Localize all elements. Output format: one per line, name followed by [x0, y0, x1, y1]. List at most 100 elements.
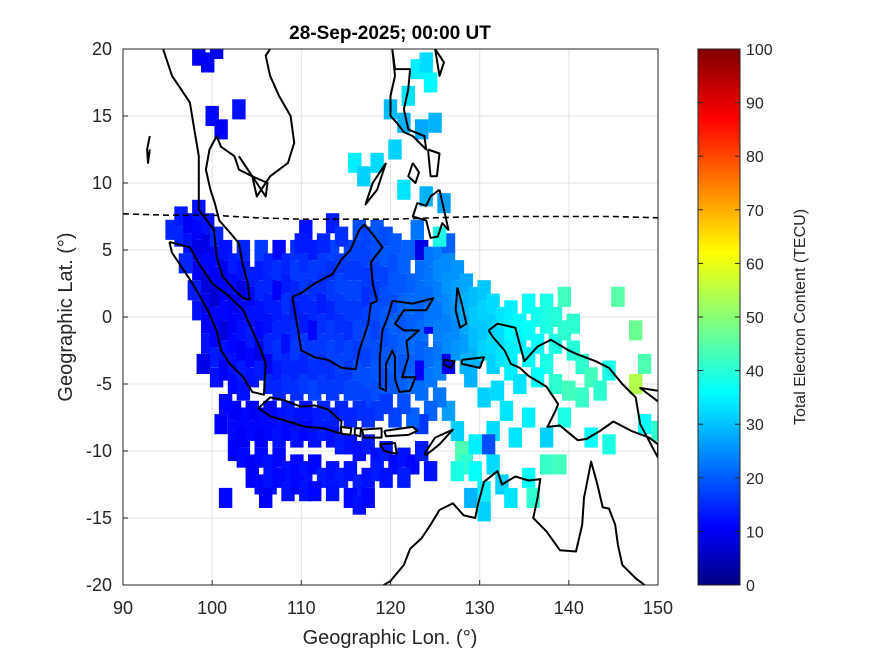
coastline — [361, 427, 383, 439]
tec-cell — [548, 374, 563, 395]
y-tick-label: 0 — [102, 307, 112, 327]
x-axis-label: Geographic Lon. (°) — [303, 627, 478, 649]
tec-cell — [397, 179, 411, 200]
tec-cell — [423, 72, 438, 93]
tec-cell — [370, 152, 384, 173]
coastline — [383, 425, 419, 438]
tec-cell — [584, 427, 598, 448]
coastline — [168, 241, 267, 396]
tec-cell — [513, 374, 527, 395]
x-axis-ticks: 90 100 110 120 130 140 150 — [113, 580, 673, 618]
tec-cell — [401, 239, 415, 260]
coastline — [411, 188, 450, 239]
coastline — [353, 427, 363, 438]
coastline — [407, 162, 420, 184]
coastline — [162, 49, 296, 301]
coastline — [423, 428, 454, 456]
y-tick-label: 5 — [102, 240, 112, 260]
tec-cell — [629, 320, 643, 341]
tec-cell — [334, 226, 349, 247]
tec-cell — [539, 454, 554, 475]
x-tick-label: 90 — [113, 598, 133, 618]
tec-cell — [477, 501, 491, 522]
chart-title: 28-Sep-2025; 00:00 UT — [289, 23, 491, 44]
tec-cell — [602, 360, 616, 381]
colorbar — [697, 48, 741, 586]
coastline — [339, 425, 353, 436]
colorbar-tick-label: 50 — [746, 310, 764, 327]
x-tick-label: 140 — [554, 598, 584, 618]
tec-cell — [593, 380, 607, 401]
tec-cells — [165, 49, 658, 522]
tec-cell — [419, 186, 433, 207]
y-tick-label: -5 — [96, 374, 112, 394]
tec-cell — [397, 467, 411, 488]
tec-cell — [209, 49, 224, 59]
tec-cell — [316, 233, 331, 254]
y-tick-label: -15 — [86, 508, 112, 528]
x-tick-label: 150 — [643, 598, 673, 618]
coastline — [427, 148, 441, 178]
tec-cell — [415, 119, 429, 140]
tec-cell — [361, 487, 375, 508]
colorbar-tick-label: 80 — [746, 149, 764, 166]
coastline — [378, 297, 435, 393]
tec-cell — [379, 467, 393, 488]
tec-cell — [611, 286, 625, 307]
coastline — [434, 49, 445, 77]
y-axis-label: Geographic Lat. (°) — [55, 232, 77, 401]
coastline — [378, 442, 398, 455]
tec-cell — [294, 233, 308, 254]
x-tick-label: 100 — [197, 598, 227, 618]
colorbar-tick-label: 10 — [746, 524, 764, 541]
tec-cell — [388, 233, 402, 254]
y-tick-label: 15 — [92, 106, 112, 126]
tec-cell — [637, 414, 652, 435]
tec-cell — [232, 99, 246, 120]
x-tick-label: 110 — [287, 598, 316, 618]
tec-cell — [178, 253, 193, 274]
coastline — [238, 155, 269, 198]
colorbar-tick-label: 40 — [746, 364, 764, 381]
tec-cell — [575, 387, 589, 408]
tec-cell — [187, 280, 201, 301]
tec-cell — [557, 407, 572, 428]
coastline — [639, 387, 658, 403]
tec-cell — [468, 461, 482, 482]
tec-cell — [464, 487, 478, 508]
tec-cell — [214, 414, 228, 435]
y-tick-label: -10 — [86, 441, 112, 461]
tec-cell — [477, 387, 491, 408]
tec-cell — [259, 487, 273, 508]
coastline — [460, 356, 486, 369]
coastline — [389, 49, 428, 151]
x-tick-label: 120 — [375, 598, 405, 618]
y-axis-ticks: 20 15 10 5 0 -5 -10 -15 -20 — [86, 39, 128, 595]
tec-cell — [562, 380, 576, 401]
y-tick-label: 20 — [92, 39, 112, 59]
colorbar-tick-label: 90 — [746, 96, 764, 113]
tec-cell — [637, 353, 652, 374]
tec-cell — [481, 434, 496, 455]
coastline — [364, 162, 387, 206]
tec-cell — [325, 481, 340, 502]
colorbar-tick-label: 100 — [746, 42, 773, 59]
y-tick-label: -20 — [86, 575, 112, 595]
tec-cell — [450, 420, 465, 441]
tec-cell — [218, 394, 233, 415]
tec-cell — [388, 139, 402, 160]
tec-cell — [522, 407, 536, 428]
coastline — [381, 460, 646, 585]
coastlines — [146, 49, 658, 585]
coastline — [487, 322, 658, 459]
tec-cell — [450, 461, 465, 482]
tec-cell — [522, 467, 536, 488]
colorbar-label: Total Electron Content (TECU) — [792, 209, 809, 425]
tec-cell — [432, 226, 447, 247]
tec-cell — [196, 353, 210, 374]
tec-cell — [629, 374, 643, 395]
tec-cell — [508, 427, 522, 448]
